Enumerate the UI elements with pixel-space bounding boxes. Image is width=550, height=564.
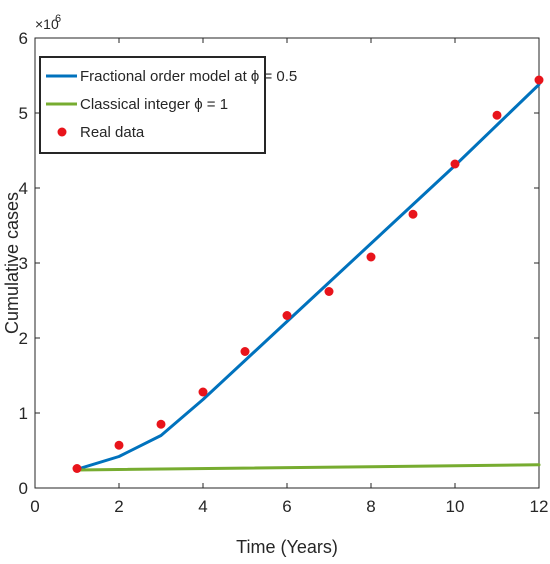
data-point [114,440,124,450]
legend-label: Fractional order model at ϕ = 0.5 [80,68,297,85]
y-tick-label: 3 [19,254,28,273]
x-axis-label: Time (Years) [236,537,338,557]
y-tick-label: 0 [19,479,28,498]
y-axis-ticks: 0 1 2 3 4 5 6 [19,29,539,498]
legend-label: Real data [80,124,145,141]
legend-items: Fractional order model at ϕ = 0.5 Classic… [46,68,297,141]
x-tick-label: 4 [198,497,207,516]
y-exponent: ×10 6 [35,13,61,32]
data-point [450,159,460,169]
series-line [75,463,541,472]
legend-box [39,56,266,154]
y-tick-label: 6 [19,29,28,48]
data-point [198,387,208,397]
legend-label: Classical integer ϕ = 1 [80,96,228,113]
data-point [156,419,166,429]
data-point [240,347,250,356]
x-tick-label: 2 [114,497,123,516]
x-axis-ticks: 0 2 4 6 8 10 12 [30,38,548,516]
y-tick-label: 4 [19,179,28,198]
x-tick-label: 8 [366,497,375,516]
y-exponent-base: ×10 [35,16,59,32]
legend: Fractional order model at ϕ = 0.5 Classic… [39,56,297,154]
x-tick-label: 10 [446,497,465,516]
x-tick-label: 0 [30,497,39,516]
data-point [408,209,418,219]
x-tick-label: 12 [530,497,549,516]
data-point [366,252,376,262]
y-axis-label: Cumulative cases [2,192,22,334]
y-tick-label: 5 [19,104,28,123]
data-point [492,110,502,120]
x-tick-label: 6 [282,497,291,516]
data-point [282,311,292,320]
y-exponent-power: 6 [55,13,61,25]
series-layer [72,75,544,473]
data-point [72,464,82,473]
data-point [534,75,544,85]
data-point [324,287,334,296]
legend-swatch-marker [57,127,67,137]
series-line [75,83,541,471]
y-tick-label: 2 [19,329,28,348]
y-tick-label: 1 [19,404,28,423]
